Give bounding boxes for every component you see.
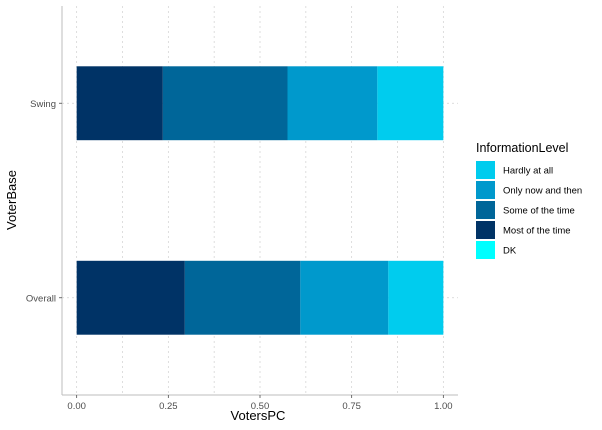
bar-segment-overall-only-now-and-then <box>300 260 389 335</box>
legend-label: DK <box>503 246 517 257</box>
legend-title: InformationLevel <box>476 141 568 155</box>
bar-segment-overall-most-of-the-time <box>76 260 185 335</box>
y-tick-label-swing: Swing <box>30 99 56 110</box>
x-tick-label: 0.25 <box>159 401 178 412</box>
axes-layer: 0.00 0.25 0.50 0.75 1.00 Swing Overall <box>26 6 458 412</box>
bar-segment-swing-only-now-and-then <box>287 66 378 141</box>
legend-key-most-of-the-time <box>476 221 495 239</box>
x-tick-label: 0.50 <box>251 401 270 412</box>
y-tick-label-overall: Overall <box>26 293 56 304</box>
bar-segment-overall-some-of-the-time <box>184 260 301 335</box>
legend-label: Most of the time <box>503 226 571 237</box>
legend: InformationLevel Hardly at all Only now a… <box>476 141 582 259</box>
x-tick-label: 0.00 <box>67 401 86 412</box>
x-axis-title: VotersPC <box>231 408 286 423</box>
bars-layer <box>76 66 444 335</box>
bar-segment-swing-some-of-the-time <box>162 66 288 141</box>
x-tick-label: 0.75 <box>342 401 361 412</box>
y-axis-title: VoterBase <box>4 170 19 230</box>
legend-key-hardly-at-all <box>476 161 495 179</box>
bar-segment-swing-most-of-the-time <box>76 66 163 141</box>
legend-label: Hardly at all <box>503 166 553 177</box>
legend-key-some-of-the-time <box>476 201 495 219</box>
legend-label: Some of the time <box>503 206 575 217</box>
x-tick-label: 1.00 <box>434 401 453 412</box>
bar-segment-swing-hardly-at-all <box>377 66 444 141</box>
legend-key-dk <box>476 241 495 259</box>
legend-label: Only now and then <box>503 186 582 197</box>
bar-segment-overall-hardly-at-all <box>388 260 444 335</box>
grid-layer <box>62 6 458 395</box>
legend-key-only-now-and-then <box>476 181 495 199</box>
